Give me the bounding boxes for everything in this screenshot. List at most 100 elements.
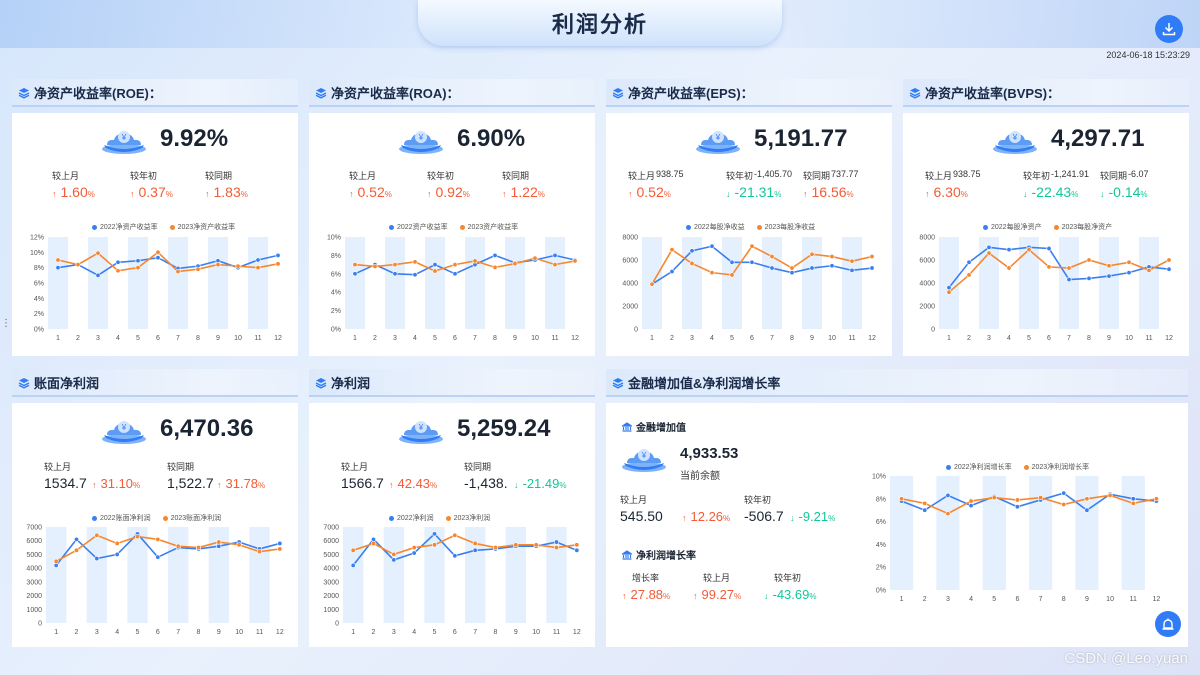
data-point[interactable] <box>922 507 928 513</box>
data-point[interactable] <box>472 540 478 546</box>
data-point[interactable] <box>769 265 775 271</box>
data-point[interactable] <box>492 252 498 258</box>
data-point[interactable] <box>155 249 161 255</box>
data-point[interactable] <box>255 265 261 271</box>
data-point[interactable] <box>75 262 81 268</box>
data-point[interactable] <box>1061 501 1067 507</box>
data-point[interactable] <box>216 543 222 549</box>
data-point[interactable] <box>275 252 281 258</box>
data-point[interactable] <box>370 536 376 542</box>
data-point[interactable] <box>789 265 795 271</box>
data-point[interactable] <box>554 539 560 545</box>
data-point[interactable] <box>1166 257 1172 263</box>
data-point[interactable] <box>391 557 397 563</box>
data-point[interactable] <box>991 495 997 501</box>
data-point[interactable] <box>689 248 695 254</box>
legend-item[interactable]: 2022账面净利润 <box>92 513 151 523</box>
data-point[interactable] <box>115 268 121 274</box>
data-point[interactable] <box>255 257 261 263</box>
data-point[interactable] <box>829 263 835 269</box>
legend-item[interactable]: 2022每股净资产 <box>983 222 1042 232</box>
data-point[interactable] <box>552 262 558 268</box>
data-point[interactable] <box>552 252 558 258</box>
data-point[interactable] <box>1038 495 1044 501</box>
data-point[interactable] <box>175 268 181 274</box>
data-point[interactable] <box>532 255 538 261</box>
data-point[interactable] <box>1107 492 1113 498</box>
data-point[interactable] <box>277 540 283 546</box>
data-point[interactable] <box>1086 257 1092 263</box>
data-point[interactable] <box>1006 247 1012 253</box>
data-point[interactable] <box>869 254 875 260</box>
data-point[interactable] <box>1046 264 1052 270</box>
data-point[interactable] <box>809 265 815 271</box>
data-point[interactable] <box>155 255 161 261</box>
data-point[interactable] <box>432 268 438 274</box>
data-point[interactable] <box>574 547 580 553</box>
data-point[interactable] <box>1086 275 1092 281</box>
data-point[interactable] <box>669 268 675 274</box>
data-point[interactable] <box>968 498 974 504</box>
legend-item[interactable]: 2022每股净收益 <box>686 222 745 232</box>
data-point[interactable] <box>513 542 519 548</box>
data-point[interactable] <box>1084 496 1090 502</box>
legend-item[interactable]: 2023账面净利润 <box>162 513 221 523</box>
legend-item[interactable]: 2023净资产收益率 <box>169 222 235 232</box>
legend-item[interactable]: 2022净利润 <box>389 513 434 523</box>
data-point[interactable] <box>649 281 655 287</box>
data-point[interactable] <box>1166 266 1172 272</box>
data-point[interactable] <box>1126 259 1132 265</box>
data-point[interactable] <box>114 551 120 557</box>
data-point[interactable] <box>94 532 100 538</box>
data-point[interactable] <box>849 258 855 264</box>
data-point[interactable] <box>1026 247 1032 253</box>
data-point[interactable] <box>452 553 458 559</box>
data-point[interactable] <box>709 243 715 249</box>
data-point[interactable] <box>114 540 120 546</box>
data-point[interactable] <box>1066 265 1072 271</box>
data-point[interactable] <box>55 265 61 271</box>
data-point[interactable] <box>215 262 221 268</box>
data-point[interactable] <box>1046 246 1052 252</box>
download-button[interactable] <box>1155 15 1183 43</box>
data-point[interactable] <box>729 272 735 278</box>
data-point[interactable] <box>492 264 498 270</box>
data-point[interactable] <box>1130 500 1136 506</box>
data-point[interactable] <box>472 547 478 553</box>
data-point[interactable] <box>175 543 181 549</box>
data-point[interactable] <box>1146 267 1152 273</box>
data-point[interactable] <box>392 271 398 277</box>
data-point[interactable] <box>53 562 59 568</box>
data-point[interactable] <box>257 549 263 555</box>
alert-button[interactable] <box>1155 611 1181 637</box>
data-point[interactable] <box>1061 490 1067 496</box>
legend-item[interactable]: 2023每股净收益 <box>756 222 815 232</box>
data-point[interactable] <box>392 262 398 268</box>
data-point[interactable] <box>1014 497 1020 503</box>
data-point[interactable] <box>1130 496 1136 502</box>
data-point[interactable] <box>1106 263 1112 269</box>
data-point[interactable] <box>412 272 418 278</box>
data-point[interactable] <box>411 550 417 556</box>
data-point[interactable] <box>95 250 101 256</box>
data-point[interactable] <box>352 271 358 277</box>
data-point[interactable] <box>1006 265 1012 271</box>
data-point[interactable] <box>749 259 755 265</box>
data-point[interactable] <box>669 247 675 253</box>
legend-item[interactable]: 2022资产收益率 <box>389 222 448 232</box>
data-point[interactable] <box>1126 270 1132 276</box>
data-point[interactable] <box>73 536 79 542</box>
data-point[interactable] <box>789 270 795 276</box>
data-point[interactable] <box>1153 496 1159 502</box>
data-point[interactable] <box>432 531 438 537</box>
data-point[interactable] <box>869 265 875 271</box>
legend-item[interactable]: 2023资产收益率 <box>459 222 518 232</box>
data-point[interactable] <box>216 539 222 545</box>
data-point[interactable] <box>432 262 438 268</box>
data-point[interactable] <box>452 262 458 268</box>
data-point[interactable] <box>966 259 972 265</box>
legend-item[interactable]: 2023净利润增长率 <box>1023 462 1089 472</box>
data-point[interactable] <box>432 542 438 548</box>
data-point[interactable] <box>1014 504 1020 510</box>
data-point[interactable] <box>155 554 161 560</box>
